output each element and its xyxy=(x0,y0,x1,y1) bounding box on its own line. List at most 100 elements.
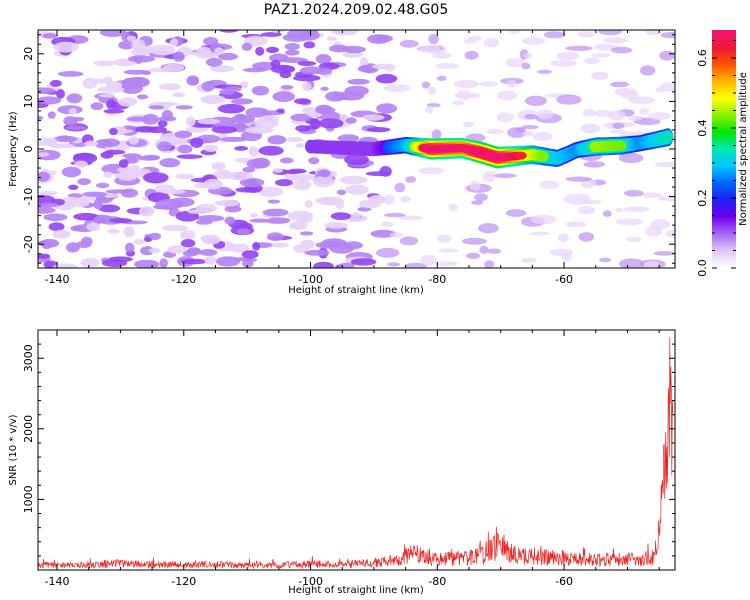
noise-blob xyxy=(515,127,526,134)
noise-blob xyxy=(103,171,113,178)
snr-frame xyxy=(37,329,676,571)
noise-blob xyxy=(350,258,377,266)
noise-blob xyxy=(486,248,502,254)
noise-blob xyxy=(93,215,103,225)
noise-blob xyxy=(565,176,593,182)
noise-blob xyxy=(524,95,547,107)
noise-blob xyxy=(259,115,280,123)
noise-blob xyxy=(105,189,133,194)
noise-blob xyxy=(310,118,321,130)
noise-blob xyxy=(457,89,471,101)
noise-blob xyxy=(590,71,609,81)
noise-blob xyxy=(521,62,531,70)
noise-blob xyxy=(650,219,670,230)
noise-blob xyxy=(203,144,219,152)
noise-blob xyxy=(103,108,125,114)
noise-blob xyxy=(239,177,265,188)
noise-blob xyxy=(235,187,259,193)
noise-blob xyxy=(236,228,250,235)
noise-blob xyxy=(478,223,499,234)
noise-blob xyxy=(530,214,557,225)
noise-blob xyxy=(177,144,193,154)
noise-blob xyxy=(607,110,626,121)
noise-blob xyxy=(536,69,553,74)
noise-blob xyxy=(479,245,489,254)
noise-blob xyxy=(66,93,83,104)
noise-blob xyxy=(612,122,625,129)
noise-blob xyxy=(270,59,281,68)
colorbar-tick-label: 0.2 xyxy=(696,189,709,207)
x-tick-label: -60 xyxy=(555,575,573,588)
noise-blob xyxy=(530,231,550,236)
noise-blob xyxy=(428,33,439,45)
noise-blob xyxy=(211,162,226,171)
noise-blob xyxy=(290,113,312,122)
noise-blob xyxy=(228,243,250,253)
noise-blob xyxy=(654,161,675,168)
noise-blob xyxy=(38,206,56,214)
noise-blob xyxy=(640,65,656,76)
noise-blob xyxy=(97,86,125,93)
noise-blob xyxy=(131,39,146,51)
noise-blob xyxy=(425,105,434,114)
noise-blob xyxy=(421,81,430,89)
noise-blob xyxy=(53,41,79,53)
noise-blob xyxy=(267,199,281,204)
noise-blob xyxy=(162,224,189,232)
noise-blob xyxy=(659,50,675,61)
x-tick-label: -100 xyxy=(298,273,323,286)
noise-blob xyxy=(341,45,367,54)
noise-blob xyxy=(584,57,600,65)
noise-blob xyxy=(645,30,662,36)
noise-blob xyxy=(224,205,242,213)
noise-blob xyxy=(48,222,65,232)
noise-blob xyxy=(292,74,321,82)
noise-blob xyxy=(362,114,385,121)
noise-blob xyxy=(342,51,363,58)
noise-blob xyxy=(142,172,169,184)
noise-blob xyxy=(291,174,316,181)
noise-blob xyxy=(466,252,480,259)
noise-blob xyxy=(319,169,331,178)
noise-blob xyxy=(127,76,150,88)
noise-blob xyxy=(180,258,208,265)
noise-blob xyxy=(320,86,329,91)
noise-blob xyxy=(219,30,239,33)
noise-blob xyxy=(389,232,404,238)
noise-blob xyxy=(50,79,62,87)
noise-blob xyxy=(241,42,253,52)
noise-blob xyxy=(93,60,116,67)
noise-blob xyxy=(61,166,82,178)
noise-blob xyxy=(420,254,437,266)
noise-blob xyxy=(653,251,675,256)
noise-blob xyxy=(226,172,253,180)
spectrogram-frame xyxy=(37,29,676,269)
noise-blob xyxy=(418,167,444,175)
noise-blob xyxy=(266,217,291,224)
noise-blob xyxy=(218,199,240,207)
noise-blob xyxy=(655,87,666,93)
noise-blob xyxy=(399,39,419,48)
noise-blob xyxy=(96,182,110,189)
noise-blob xyxy=(366,127,391,133)
noise-blob xyxy=(157,119,168,128)
noise-blob xyxy=(293,98,311,105)
noise-blob xyxy=(337,134,360,143)
noise-blob xyxy=(384,194,395,206)
noise-blob xyxy=(577,31,595,38)
x-tick-label: -60 xyxy=(555,273,573,286)
noise-blob xyxy=(68,108,78,115)
noise-blob xyxy=(524,113,538,120)
noise-blob xyxy=(507,79,517,88)
noise-blob xyxy=(639,107,650,115)
noise-blob xyxy=(619,258,645,268)
noise-blob xyxy=(204,255,217,265)
noise-blob xyxy=(251,157,271,169)
ridge-peak xyxy=(425,146,436,152)
noise-blob xyxy=(405,176,417,183)
noise-blob xyxy=(136,94,149,100)
noise-blob xyxy=(312,176,335,187)
noise-blob xyxy=(53,135,78,143)
noise-blob xyxy=(66,242,80,253)
noise-blob xyxy=(303,41,316,49)
